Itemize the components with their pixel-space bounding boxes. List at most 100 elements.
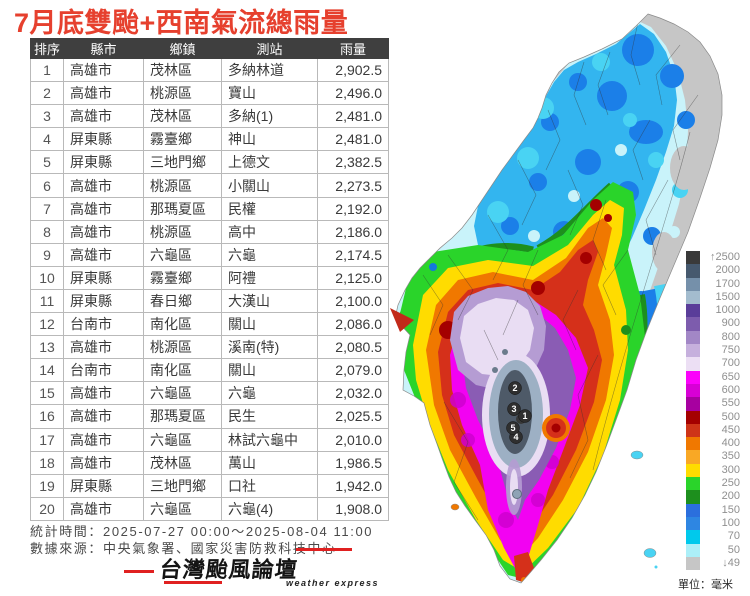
table-cell: 口社 — [221, 473, 318, 498]
table-cell: 桃源區 — [143, 219, 222, 244]
header-row: 排序 縣市 鄉鎮 測站 雨量 — [30, 38, 389, 59]
table-cell: 2,025.5 — [317, 404, 389, 429]
table-cell: 高雄市 — [63, 81, 144, 106]
taiwan-outline — [395, 13, 723, 584]
table-cell: 高雄市 — [63, 173, 144, 198]
table-row: 1 高雄市 茂林區 多納林道 2,902.5 — [30, 57, 389, 83]
legend-swatch — [686, 370, 700, 384]
table-cell: 高中 — [221, 219, 318, 244]
table-cell: 2,010.0 — [317, 427, 389, 452]
table-cell: 高雄市 — [63, 196, 144, 221]
table-cell: 高雄市 — [63, 381, 144, 406]
table-cell: 高雄市 — [63, 404, 144, 429]
table-cell: 茂林區 — [143, 104, 222, 129]
legend-swatch — [686, 344, 700, 358]
legend-swatch — [686, 251, 700, 265]
marker-label: 5 — [510, 423, 515, 433]
coast-red-arrow — [390, 308, 414, 332]
table-cell: 屏東縣 — [63, 150, 144, 175]
column-header: 排序 — [30, 38, 64, 59]
table-cell: 茂林區 — [143, 57, 222, 83]
table-cell: 2,496.0 — [317, 81, 389, 106]
table-cell: 南化區 — [143, 358, 222, 383]
table-cell: 六龜區 — [143, 242, 222, 267]
legend-item: 1700 — [686, 277, 740, 291]
table-cell: 民生 — [221, 404, 318, 429]
table-cell: 阿禮 — [221, 265, 318, 290]
legend-label: 2000 — [715, 264, 740, 277]
table-cell: 2,902.5 — [317, 57, 389, 83]
legend-swatch — [686, 530, 700, 544]
table-row: 11 屏東縣 春日鄉 大漢山 2,100.0 — [30, 288, 389, 314]
table-cell: 2,481.0 — [317, 104, 389, 129]
marker-label: 1 — [522, 411, 527, 421]
table-cell: 茂林區 — [143, 450, 222, 475]
logo-subtitle: weather express — [286, 578, 380, 588]
table-cell: 19 — [30, 473, 64, 498]
logo-red-topline — [296, 548, 352, 551]
legend-label: ↑2500 — [710, 251, 740, 263]
legend-swatch — [686, 397, 700, 411]
station-marker-3: 3 — [507, 402, 521, 416]
legend-label: 1700 — [715, 277, 740, 290]
legend-item: 900 — [686, 317, 740, 331]
table-cell: 高雄市 — [63, 242, 144, 267]
table-cell: 屏東縣 — [63, 473, 144, 498]
legend-item: 250 — [686, 477, 740, 491]
table-row: 12 台南市 南化區 關山 2,086.0 — [30, 312, 389, 337]
table-cell: 2,032.0 — [317, 381, 389, 406]
table-cell: 9 — [30, 242, 64, 267]
legend-swatch — [686, 277, 700, 291]
legend-unit-label: 單位：毫米 — [678, 579, 733, 591]
table-cell: 2,086.0 — [317, 312, 389, 337]
table-cell: 20 — [30, 496, 64, 521]
legend-label: 900 — [721, 317, 740, 330]
legend-label: 200 — [721, 490, 740, 503]
table-row: 20 高雄市 六龜區 六龜(4) 1,908.0 — [30, 496, 389, 521]
table-cell: 多納(1) — [221, 104, 318, 129]
legend-swatch — [686, 450, 700, 464]
table-cell: 2,481.0 — [317, 127, 389, 152]
marker-label: 4 — [513, 432, 518, 442]
legend-swatch — [686, 516, 700, 531]
orchid-island — [643, 548, 657, 558]
legend-item: 50 — [686, 543, 740, 557]
legend-label: 400 — [721, 437, 740, 450]
table-cell: 1 — [30, 57, 64, 83]
table-cell: 六龜(4) — [221, 496, 318, 521]
table-cell: 2,192.0 — [317, 196, 389, 221]
table-cell: 大漢山 — [221, 288, 318, 314]
legend-label: 1000 — [715, 304, 740, 317]
table-cell: 桃源區 — [143, 335, 222, 360]
table-cell: 六龜 — [221, 381, 318, 406]
legend-swatch — [686, 357, 700, 371]
table-cell: 6 — [30, 173, 64, 198]
table-cell: 桃源區 — [143, 173, 222, 198]
logo-name: 台灣颱風論壇 — [158, 557, 300, 582]
table-cell: 民權 — [221, 196, 318, 221]
table-cell: 那瑪夏區 — [143, 196, 222, 221]
table-row: 9 高雄市 六龜區 六龜 2,174.5 — [30, 242, 389, 267]
legend-item: 700 — [686, 357, 740, 371]
table-cell: 高雄市 — [63, 219, 144, 244]
legend-item: 300 — [686, 463, 740, 478]
station-marker-1: 1 — [518, 409, 532, 423]
legend-item: 450 — [686, 423, 740, 438]
legend-label: 500 — [721, 410, 740, 423]
legend-label: 150 — [721, 503, 740, 516]
table-cell: 高雄市 — [63, 427, 144, 452]
legend-item: 750 — [686, 344, 740, 358]
table-cell: 屏東縣 — [63, 127, 144, 152]
table-cell: 屏東縣 — [63, 265, 144, 290]
table-cell: 屏東縣 — [63, 288, 144, 314]
table-row: 10 屏東縣 霧臺鄉 阿禮 2,125.0 — [30, 265, 389, 290]
table-cell: 15 — [30, 381, 64, 406]
table-cell: 2,186.0 — [317, 219, 389, 244]
table-cell: 桃源區 — [143, 81, 222, 106]
legend-item: 500 — [686, 410, 740, 424]
logo-red-dash — [124, 570, 154, 573]
legend-label: 300 — [721, 463, 740, 476]
legend-item: 2000 — [686, 264, 740, 278]
table-cell: 六龜區 — [143, 381, 222, 406]
table-row: 8 高雄市 桃源區 高中 2,186.0 — [30, 219, 389, 244]
